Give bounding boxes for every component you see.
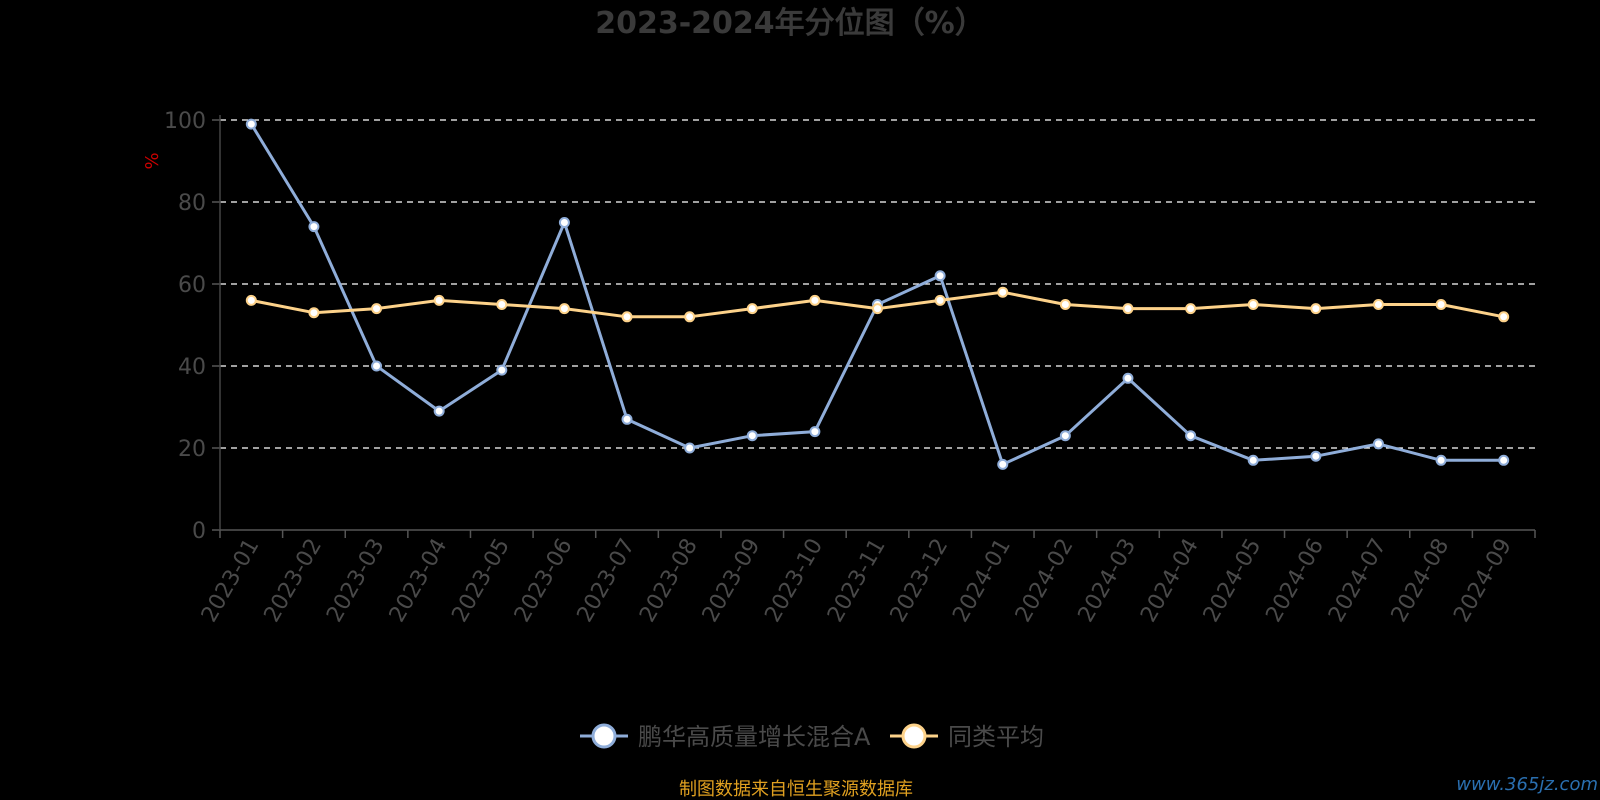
data-point[interactable] [371, 303, 383, 315]
data-point[interactable] [934, 294, 946, 306]
data-point[interactable] [496, 299, 508, 310]
x-tick-label: 2023-05 [447, 535, 515, 627]
legend-marker [901, 723, 927, 749]
data-point[interactable] [496, 364, 508, 376]
data-point[interactable] [1122, 303, 1134, 315]
axes: 0 20 40 60 80 100 2023-012023-022023-032023-04… [164, 109, 1536, 627]
data-point[interactable] [558, 303, 570, 315]
data-point[interactable] [371, 360, 383, 372]
data-point[interactable] [1247, 454, 1259, 466]
x-tick-label: 2023-04 [385, 535, 453, 627]
y-tick-label: 100 [164, 109, 206, 134]
data-point[interactable] [1059, 299, 1071, 310]
data-point[interactable] [1310, 303, 1322, 315]
data-point[interactable] [1435, 454, 1447, 466]
x-tick-label: 2023-11 [823, 535, 891, 627]
x-tick-label: 2024-09 [1449, 535, 1517, 627]
x-tick-label: 2024-05 [1199, 535, 1267, 627]
x-tick-label: 2023-01 [197, 535, 265, 627]
x-tick-label: 2023-08 [635, 535, 703, 627]
watermark: www.365jz.com [1456, 774, 1598, 795]
data-point[interactable] [433, 294, 445, 306]
data-point[interactable] [746, 303, 758, 315]
legend-marker [591, 723, 617, 749]
data-point[interactable] [809, 294, 821, 306]
data-point[interactable] [746, 430, 758, 442]
data-point[interactable] [1435, 299, 1447, 310]
legend-item-1[interactable]: 同类平均 [890, 723, 1044, 751]
data-point[interactable] [1498, 454, 1510, 466]
data-point[interactable] [1498, 311, 1510, 323]
data-point[interactable] [1372, 299, 1384, 310]
data-point[interactable] [1247, 299, 1259, 310]
legend-label: 同类平均 [948, 723, 1044, 751]
data-point[interactable] [621, 311, 633, 323]
y-axis-label: % [142, 152, 163, 169]
x-tick-label: 2024-04 [1136, 535, 1204, 627]
legend[interactable]: 鹏华高质量增长混合A 同类平均 [580, 723, 1044, 751]
y-tick-label: 80 [178, 191, 206, 216]
x-tick-label: 2024-06 [1261, 535, 1329, 627]
data-point[interactable] [1310, 450, 1322, 462]
data-point[interactable] [1185, 303, 1197, 315]
x-tick-label: 2024-01 [948, 534, 1016, 626]
data-source-note: 制图数据来自恒生聚源数据库 [679, 779, 913, 800]
data-point[interactable] [558, 217, 570, 228]
chart-title: 2023-2024年分位图（%） [595, 6, 985, 41]
x-tick-label: 2023-07 [573, 535, 641, 627]
data-point[interactable] [308, 307, 320, 319]
data-point[interactable] [934, 270, 946, 282]
grid-lines [220, 119, 1535, 449]
data-point[interactable] [308, 221, 320, 233]
x-tick-label: 2023-09 [698, 535, 766, 627]
data-point[interactable] [997, 458, 1009, 470]
data-point[interactable] [997, 286, 1009, 298]
x-tick-label: 2024-02 [1011, 535, 1079, 627]
data-point[interactable] [684, 442, 696, 454]
data-point[interactable] [1185, 430, 1197, 442]
y-tick-label: 40 [178, 355, 206, 380]
x-tick-label: 2023-03 [322, 535, 390, 627]
data-point[interactable] [809, 426, 821, 438]
x-tick-label: 2024-03 [1074, 535, 1142, 627]
data-point[interactable] [1059, 430, 1071, 442]
data-point[interactable] [433, 405, 445, 417]
data-point[interactable] [621, 413, 633, 425]
x-tick-label: 2023-06 [510, 535, 578, 627]
legend-label: 鹏华高质量增长混合A [638, 723, 871, 751]
y-tick-label: 0 [192, 519, 206, 544]
y-tick-label: 60 [178, 273, 206, 298]
series-lines [245, 118, 1510, 470]
data-point[interactable] [1372, 438, 1384, 450]
x-tick-label: 2023-02 [260, 535, 328, 627]
data-point[interactable] [245, 294, 257, 306]
x-tick-label: 2024-07 [1324, 535, 1392, 627]
y-tick-label: 20 [178, 437, 206, 462]
data-point[interactable] [1122, 372, 1134, 384]
x-tick-label: 2023-12 [886, 535, 954, 627]
x-tick-label: 2024-08 [1387, 535, 1455, 627]
data-point[interactable] [245, 118, 257, 130]
data-point[interactable] [684, 311, 696, 323]
x-tick-label: 2023-10 [760, 535, 828, 627]
legend-item-0[interactable]: 鹏华高质量增长混合A [580, 723, 871, 751]
data-point[interactable] [872, 303, 883, 315]
